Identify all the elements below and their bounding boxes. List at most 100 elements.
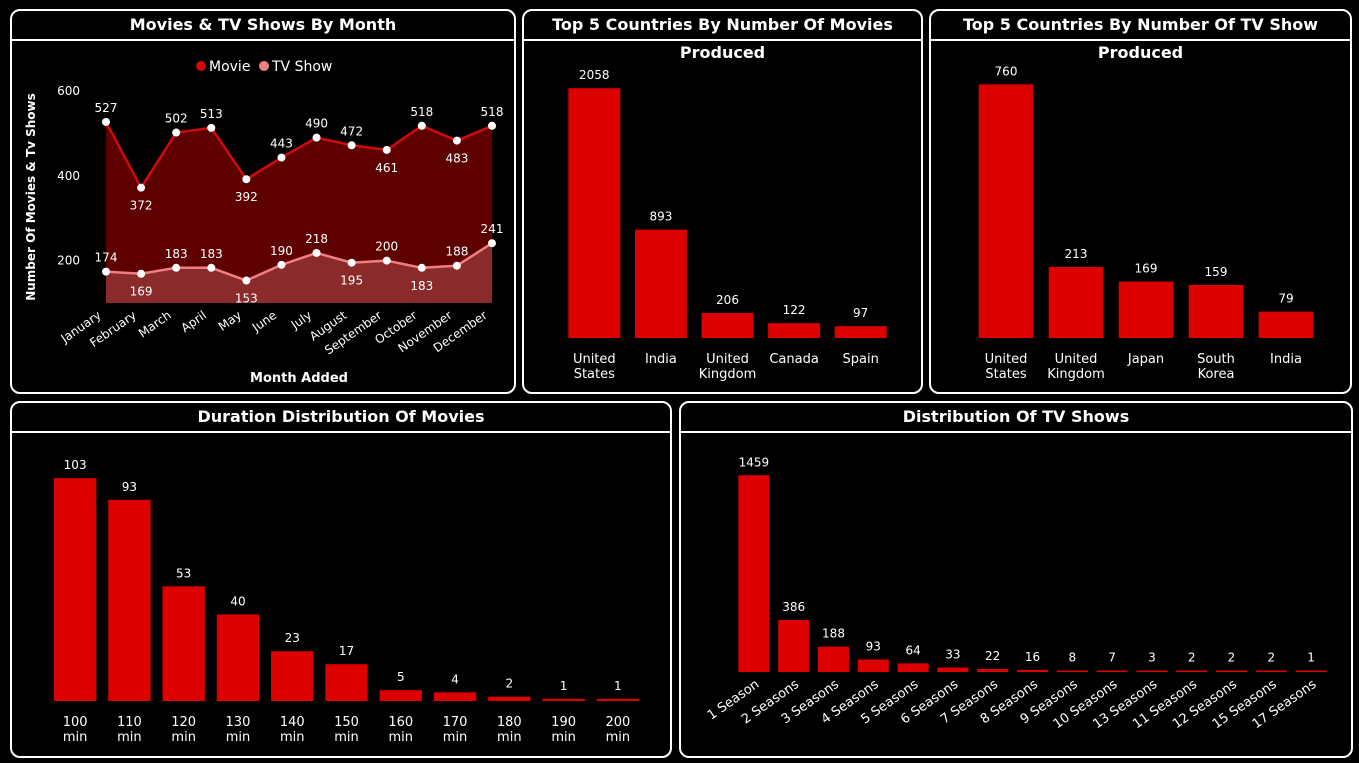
tv-data-label: 188 (445, 245, 468, 259)
bar-value-label: 2 (1188, 651, 1196, 665)
y-tick-label: 400 (57, 169, 80, 183)
duration-chart-title: Duration Distribution Of Movies (12, 403, 670, 433)
bar (1188, 284, 1244, 338)
x-tick-label: 160 min (388, 715, 413, 745)
movie-line (104, 121, 493, 191)
bar (978, 84, 1034, 338)
bar-value-label: 97 (853, 306, 868, 320)
panel-tv-seasons: Distribution Of TV Shows 1459 1 Season 386… (679, 401, 1353, 758)
bar-value-label: 103 (64, 458, 87, 472)
bar (325, 664, 368, 701)
x-tick-label: United Kingdom (1047, 352, 1105, 382)
tv-line (105, 242, 493, 282)
legend-tv-label: TV Show (271, 59, 332, 75)
bar (1048, 266, 1104, 338)
y-axis-title: Number Of Movies & Tv Shows (24, 93, 38, 301)
bar-value-label: 1 (560, 679, 568, 693)
bar-value-label: 893 (649, 210, 672, 224)
movie-data-label: 527 (95, 101, 118, 115)
panel-monthly: Movies & TV Shows By Month Movie TV Show 2… (10, 9, 516, 394)
x-tick-label: India (645, 352, 677, 367)
bar (778, 619, 810, 672)
movie-data-label: 443 (270, 137, 293, 151)
movie-point (417, 121, 426, 130)
tv-data-label: 183 (165, 247, 188, 261)
movie-point (452, 136, 461, 145)
x-tick-label: 110 min (117, 715, 142, 745)
tv-data-label: 169 (130, 285, 153, 299)
movie-data-label: 372 (130, 199, 153, 213)
bar (937, 667, 969, 672)
bar (1295, 670, 1327, 672)
legend-movie-label: Movie (209, 59, 250, 75)
x-tick-label: 120 min (171, 715, 196, 745)
bar-value-label: 93 (122, 480, 137, 494)
movie-data-label: 490 (305, 117, 328, 131)
tv-point (312, 248, 321, 257)
movies-countries-bar-chart: 2058 United States 893 India 206 United Kingdom… (568, 68, 887, 382)
x-tick-label: March (136, 308, 174, 340)
movie-point (102, 117, 110, 126)
movie-data-label: 483 (445, 152, 468, 166)
bar-value-label: 206 (716, 293, 739, 307)
bar (596, 698, 640, 701)
x-tick-label: India (1270, 352, 1302, 367)
tv-data-label: 218 (305, 232, 328, 246)
bar (1056, 670, 1088, 672)
x-tick-label: 180 min (497, 715, 522, 745)
x-tick-label: Spain (843, 352, 879, 367)
bar-value-label: 1 (614, 679, 622, 693)
tv-data-label: 200 (375, 240, 398, 254)
bar-value-label: 23 (285, 631, 300, 645)
x-tick-label: April (178, 308, 209, 335)
movies-countries-chart-title: Top 5 Countries By Number Of Movies Prod… (524, 11, 921, 62)
bar (379, 690, 422, 701)
bar (1118, 281, 1174, 338)
movie-data-label: 513 (200, 107, 223, 121)
bar (834, 326, 887, 338)
bar-value-label: 40 (230, 594, 245, 608)
bar-value-label: 3 (1148, 651, 1156, 665)
legend-movie-marker (196, 61, 206, 71)
movie-point (347, 141, 356, 150)
bar (977, 669, 1009, 672)
x-tick-label: United States (573, 352, 616, 382)
bar (1136, 670, 1168, 672)
bar (53, 478, 97, 701)
x-tick-label: May (216, 308, 244, 334)
movie-point (488, 121, 496, 130)
bar (738, 475, 770, 672)
tv-area (106, 243, 492, 303)
bar (216, 614, 260, 701)
tv-point (417, 263, 426, 272)
bar (433, 692, 477, 701)
bar-value-label: 8 (1068, 651, 1076, 665)
legend-tv-marker (259, 61, 269, 71)
x-tick-label: 130 min (226, 715, 251, 745)
movie-point (382, 145, 391, 154)
x-tick-label: Japan (1127, 352, 1164, 367)
bar-value-label: 17 (339, 644, 354, 658)
bar-value-label: 5 (397, 670, 405, 684)
bar-value-label: 2 (1228, 651, 1236, 665)
tv-point (382, 256, 391, 265)
tv-point (277, 260, 286, 269)
bar (1016, 669, 1049, 672)
movie-data-label: 461 (375, 161, 398, 175)
monthly-line-chart: Movie TV Show 200 400 600 Number Of Movies & … (24, 59, 504, 386)
movie-point (312, 133, 321, 142)
movie-area (106, 121, 492, 304)
bar-value-label: 1459 (739, 455, 770, 469)
bar-value-label: 1 (1307, 651, 1315, 665)
bar (897, 663, 929, 672)
seasons-chart-title: Distribution Of TV Shows (681, 403, 1351, 433)
bar (1258, 311, 1314, 338)
tv-data-label: 241 (481, 222, 504, 236)
tv-point (207, 263, 216, 272)
movie-data-label: 502 (165, 112, 188, 126)
bar-value-label: 64 (905, 643, 920, 657)
x-tick-label: United States (985, 352, 1028, 382)
x-tick-label: 100 min (63, 715, 88, 745)
movie-point (137, 183, 146, 192)
